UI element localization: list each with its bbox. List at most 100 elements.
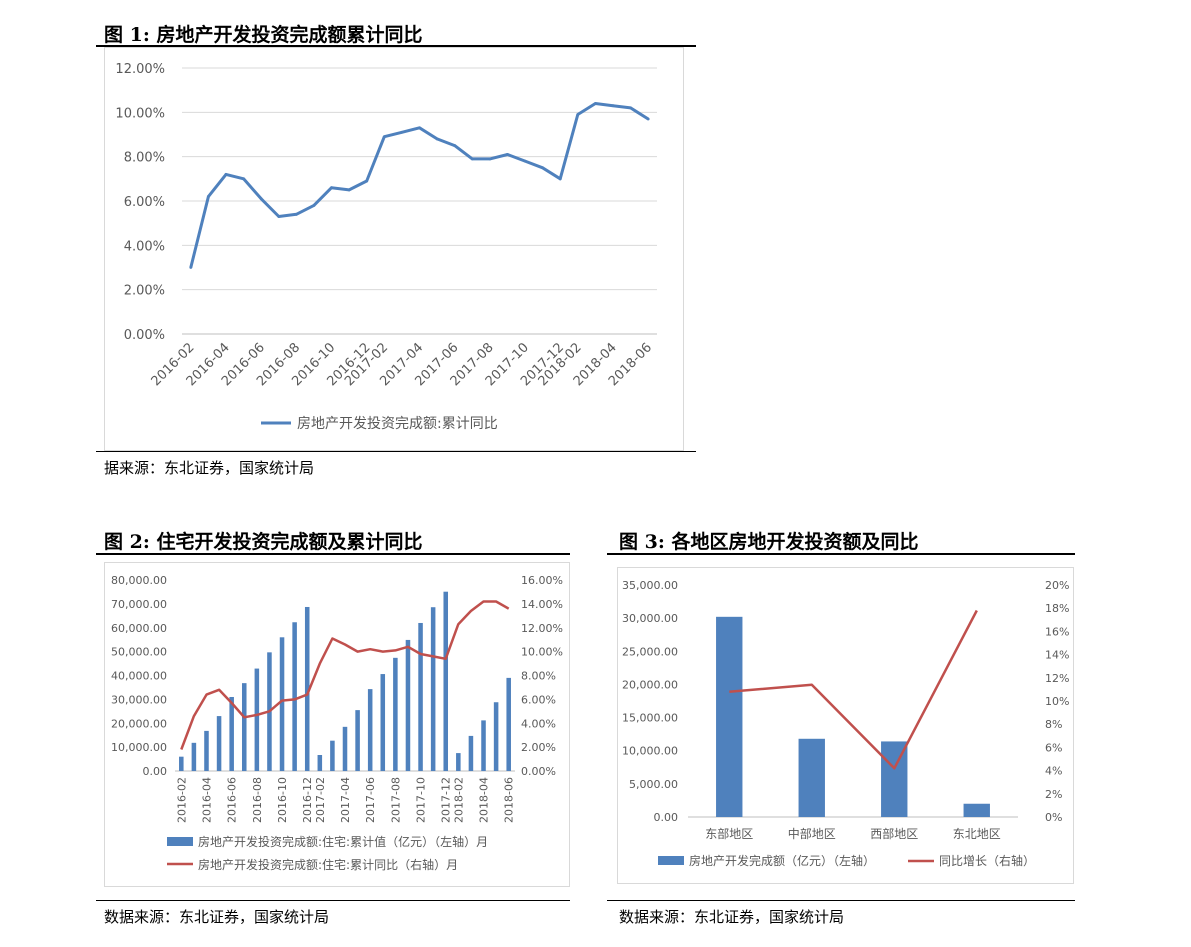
bar bbox=[330, 740, 335, 771]
y-left-tick-label: 80,000.00 bbox=[111, 574, 167, 587]
bar bbox=[292, 622, 297, 771]
x-tick-label: 2017-06 bbox=[364, 777, 377, 823]
data-point bbox=[347, 188, 351, 192]
figure-2-title: 图 2: 住宅开发投资完成额及累计同比 bbox=[104, 531, 423, 553]
data-point bbox=[435, 137, 439, 141]
bar bbox=[456, 753, 461, 771]
y-right-tick-label: 4.00% bbox=[521, 717, 556, 730]
data-point bbox=[488, 157, 492, 161]
legend-label-bar: 房地产开发投资完成额:住宅:累计值（亿元）（左轴）月 bbox=[198, 834, 488, 849]
data-point bbox=[646, 117, 650, 121]
bar bbox=[393, 657, 398, 771]
y-right-tick-label: 14% bbox=[1045, 649, 1069, 662]
x-category-label: 西部地区 bbox=[870, 826, 918, 841]
bar bbox=[216, 716, 222, 771]
data-point bbox=[330, 186, 333, 190]
data-point bbox=[277, 215, 281, 218]
x-tick-label: 2016-02 bbox=[175, 777, 188, 823]
y-right-tick-label: 10% bbox=[1045, 695, 1069, 708]
bar bbox=[342, 726, 348, 771]
data-point bbox=[224, 173, 228, 176]
x-tick-label: 2016-12 bbox=[301, 777, 314, 823]
bar bbox=[418, 622, 423, 771]
y-left-tick-label: 40,000.00 bbox=[111, 670, 167, 683]
bar bbox=[317, 755, 323, 771]
y-tick-label: 0.00% bbox=[124, 328, 165, 343]
series-line bbox=[180, 600, 510, 750]
figure-3-top-rule bbox=[607, 553, 1075, 555]
y-right-tick-label: 20% bbox=[1045, 579, 1069, 592]
bar bbox=[380, 674, 386, 771]
y-left-tick-label: 15,000.00 bbox=[622, 712, 678, 725]
y-tick-label: 4.00% bbox=[124, 239, 165, 254]
data-point bbox=[594, 102, 597, 105]
legend-swatch-bar bbox=[658, 856, 684, 865]
data-point bbox=[506, 153, 509, 156]
figure-2-bottom-rule bbox=[96, 900, 570, 901]
x-tick-label: 2017-04 bbox=[339, 777, 352, 823]
data-point bbox=[206, 195, 210, 198]
bar bbox=[963, 803, 990, 817]
figure-1-top-rule bbox=[96, 45, 696, 47]
data-point bbox=[259, 197, 263, 201]
data-point bbox=[418, 126, 421, 130]
x-tick-label: 2016-04 bbox=[200, 777, 213, 823]
data-point bbox=[541, 166, 545, 170]
y-tick-label: 12.00% bbox=[115, 62, 165, 77]
y-left-tick-label: 0.00 bbox=[654, 811, 679, 824]
y-right-tick-label: 8% bbox=[1045, 718, 1062, 731]
y-right-tick-label: 0% bbox=[1045, 811, 1062, 824]
x-category-label: 东部地区 bbox=[705, 826, 753, 841]
y-tick-label: 10.00% bbox=[115, 106, 165, 121]
series-line bbox=[729, 609, 978, 770]
x-tick-label: 2018-04 bbox=[478, 777, 491, 823]
figure-1-title: 图 1: 房地产开发投资完成额累计同比 bbox=[104, 24, 423, 46]
figure-1-source: 据来源：东北证券，国家统计局 bbox=[104, 459, 315, 477]
y-tick-label: 8.00% bbox=[124, 151, 165, 166]
y-left-tick-label: 35,000.00 bbox=[622, 579, 678, 592]
data-point bbox=[523, 159, 527, 163]
figure-1-chart-area: 0.00% 2.00% 4.00% 6.00% 8.00% 10.00% 12.00% 201… bbox=[104, 47, 684, 451]
y-left-tick-label: 0.00 bbox=[143, 765, 168, 778]
data-point bbox=[576, 113, 580, 116]
y-right-tick-label: 0.00% bbox=[521, 765, 556, 778]
data-point bbox=[611, 104, 615, 108]
data-point bbox=[242, 177, 245, 181]
data-point bbox=[558, 177, 562, 181]
y-right-tick-label: 4% bbox=[1045, 765, 1062, 778]
y-right-tick-label: 2.00% bbox=[521, 741, 556, 754]
bar bbox=[430, 607, 436, 771]
bar bbox=[179, 756, 184, 771]
y-right-tick-label: 6% bbox=[1045, 741, 1062, 754]
y-right-tick-label: 12.00% bbox=[521, 622, 563, 635]
y-left-tick-label: 30,000.00 bbox=[111, 693, 167, 706]
y-right-tick-label: 8.00% bbox=[521, 670, 556, 683]
x-tick-label: 2017-10 bbox=[415, 777, 428, 823]
y-left-tick-label: 50,000.00 bbox=[111, 646, 167, 659]
figure-3-combo-chart: 0.00 5,000.00 10,000.00 15,000.00 20,000.00 2… bbox=[622, 579, 1069, 868]
bar bbox=[405, 639, 411, 771]
y-right-tick-label: 14.00% bbox=[521, 598, 563, 611]
data-point bbox=[382, 135, 386, 139]
y-left-tick-label: 10,000.00 bbox=[622, 745, 678, 758]
bar bbox=[493, 702, 499, 771]
figure-3-bottom-rule bbox=[607, 900, 1075, 901]
x-tick-label: 2017-12 bbox=[440, 777, 453, 823]
x-tick-label: 2017-02 bbox=[314, 777, 327, 823]
x-tick-label: 2018-02 bbox=[452, 777, 465, 823]
legend-label-line: 同比增长（右轴） bbox=[939, 853, 1035, 868]
data-point bbox=[470, 157, 474, 161]
y-tick-label: 6.00% bbox=[124, 195, 165, 210]
bar bbox=[229, 696, 234, 771]
bar bbox=[191, 742, 197, 771]
x-category-label: 东北地区 bbox=[953, 827, 1001, 841]
data-point bbox=[365, 179, 369, 183]
x-tick-label: 2016-08 bbox=[251, 777, 264, 823]
data-point bbox=[400, 130, 404, 134]
bar bbox=[241, 683, 247, 771]
legend-label-bar: 房地产开发完成额（亿元）（左轴） bbox=[689, 853, 875, 868]
x-tick-label: 2016-06 bbox=[226, 777, 239, 823]
y-right-tick-label: 10.00% bbox=[521, 646, 563, 659]
data-point bbox=[453, 144, 457, 147]
y-left-tick-label: 25,000.00 bbox=[622, 645, 678, 658]
